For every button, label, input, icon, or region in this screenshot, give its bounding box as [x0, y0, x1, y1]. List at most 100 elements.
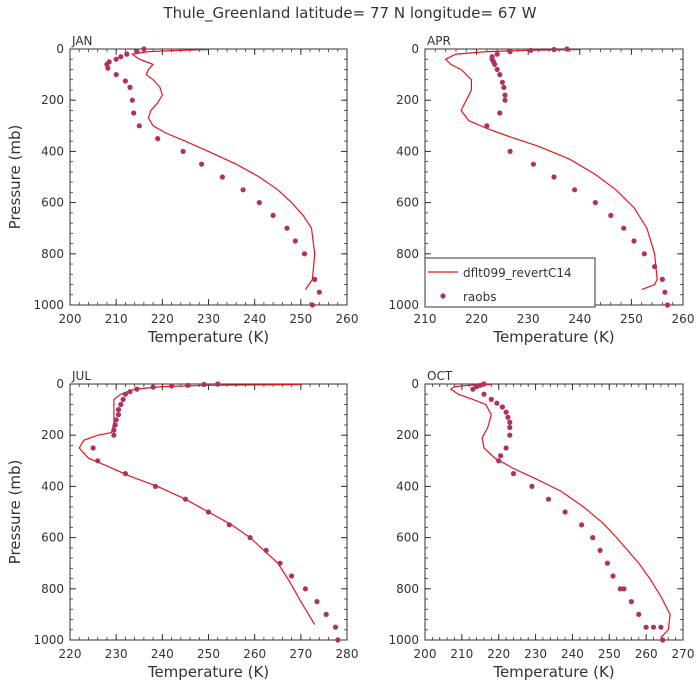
raobs-point [332, 624, 339, 630]
raobs-point [658, 624, 664, 630]
raobs-point [641, 251, 647, 257]
raobs-point [492, 61, 498, 67]
raobs-point [277, 560, 283, 566]
raobs-point [169, 383, 175, 389]
raobs-point [150, 384, 156, 390]
raobs-point [631, 238, 637, 244]
raobs-point [652, 264, 658, 270]
raobs-point [90, 445, 96, 451]
y-tick-label: 200 [41, 93, 64, 107]
raobs-point [507, 432, 513, 438]
raobs-point [118, 54, 124, 60]
raobs-point [129, 97, 135, 103]
raobs-point [131, 110, 137, 116]
x-axis-label: Temperature (K) [147, 663, 269, 681]
raobs-point [592, 200, 598, 206]
raobs-point [111, 427, 117, 433]
raobs-point [240, 187, 246, 193]
y-tick-label: 200 [396, 93, 419, 107]
raobs-point [136, 123, 142, 129]
raobs-point [636, 611, 642, 618]
x-tick-label: 240 [561, 647, 584, 661]
x-tick-label: 260 [635, 647, 658, 661]
raobs-point [498, 453, 504, 459]
x-tick-label: 210 [414, 312, 437, 326]
y-tick-label: 600 [396, 196, 419, 210]
model-profile-line [130, 48, 316, 290]
x-tick-label: 230 [105, 647, 128, 661]
raobs-point [610, 573, 616, 579]
y-tick-label: 400 [41, 479, 64, 493]
legend-obs-label: raobs [463, 290, 497, 304]
raobs-point [507, 49, 513, 55]
raobs-point [488, 396, 494, 402]
raobs-point [335, 637, 341, 643]
raobs-point [659, 276, 666, 282]
raobs-point [113, 417, 119, 423]
raobs-point [604, 560, 611, 566]
y-tick-label: 0 [411, 377, 419, 391]
x-tick-label: 230 [524, 647, 547, 661]
raobs-point [152, 483, 158, 489]
raobs-point [112, 422, 118, 428]
y-tick-label: 1000 [388, 298, 419, 312]
raobs-point [226, 522, 232, 528]
y-tick-label: 1000 [388, 633, 419, 647]
x-tick-label: 250 [289, 312, 312, 326]
raobs-point [510, 471, 517, 477]
y-axis-label: Pressure (mb) [6, 125, 24, 230]
raobs-point [301, 251, 308, 257]
y-tick-label: 600 [41, 531, 64, 545]
plot-frame [69, 48, 348, 306]
raobs-point [134, 49, 140, 55]
y-tick-label: 0 [56, 377, 64, 391]
x-tick-label: 270 [289, 647, 312, 661]
raobs-point [122, 78, 128, 84]
x-tick-label: 220 [487, 647, 510, 661]
raobs-point [503, 445, 509, 451]
raobs-point [316, 289, 322, 295]
raobs-point [496, 458, 502, 464]
raobs-point [95, 458, 101, 464]
x-tick-label: 240 [151, 647, 174, 661]
raobs-point [155, 136, 161, 142]
raobs-point [127, 84, 133, 90]
y-tick-label: 1000 [33, 298, 64, 312]
y-tick-label: 400 [41, 144, 64, 158]
x-axis-label: Temperature (K) [492, 663, 614, 681]
x-axis-label: Temperature (K) [492, 328, 614, 346]
raobs-point [201, 381, 207, 388]
raobs-point [528, 47, 534, 53]
raobs-point [302, 586, 308, 592]
x-tick-label: 220 [151, 312, 174, 326]
raobs-point [289, 573, 295, 579]
raobs-point [141, 46, 147, 52]
raobs-point [314, 599, 320, 605]
panel-jan: JAN 200 210 220 230 240 250 260 0 200 400 600 800 100… [6, 34, 358, 346]
x-tick-label: 240 [243, 312, 266, 326]
x-tick-label: 200 [59, 312, 82, 326]
raobs-point [205, 509, 212, 515]
raobs-point [572, 187, 578, 193]
raobs-point [621, 225, 627, 231]
raobs-point [545, 496, 552, 502]
raobs-point [662, 289, 668, 295]
raobs-point [590, 535, 596, 541]
raobs-point [621, 586, 627, 592]
panel-label: JUL [71, 369, 91, 383]
y-tick-label: 800 [41, 582, 64, 596]
raobs-point [494, 66, 500, 73]
legend-box [424, 257, 596, 308]
x-tick-label: 210 [105, 312, 128, 326]
x-tick-label: 260 [336, 312, 359, 326]
raobs-point [292, 238, 298, 244]
raobs-point [122, 471, 128, 477]
plot-frame [424, 383, 684, 641]
raobs-point [664, 302, 671, 308]
raobs-point [113, 56, 119, 62]
raobs-point [256, 200, 262, 206]
raobs-point [507, 148, 513, 154]
raobs-point [180, 148, 186, 154]
